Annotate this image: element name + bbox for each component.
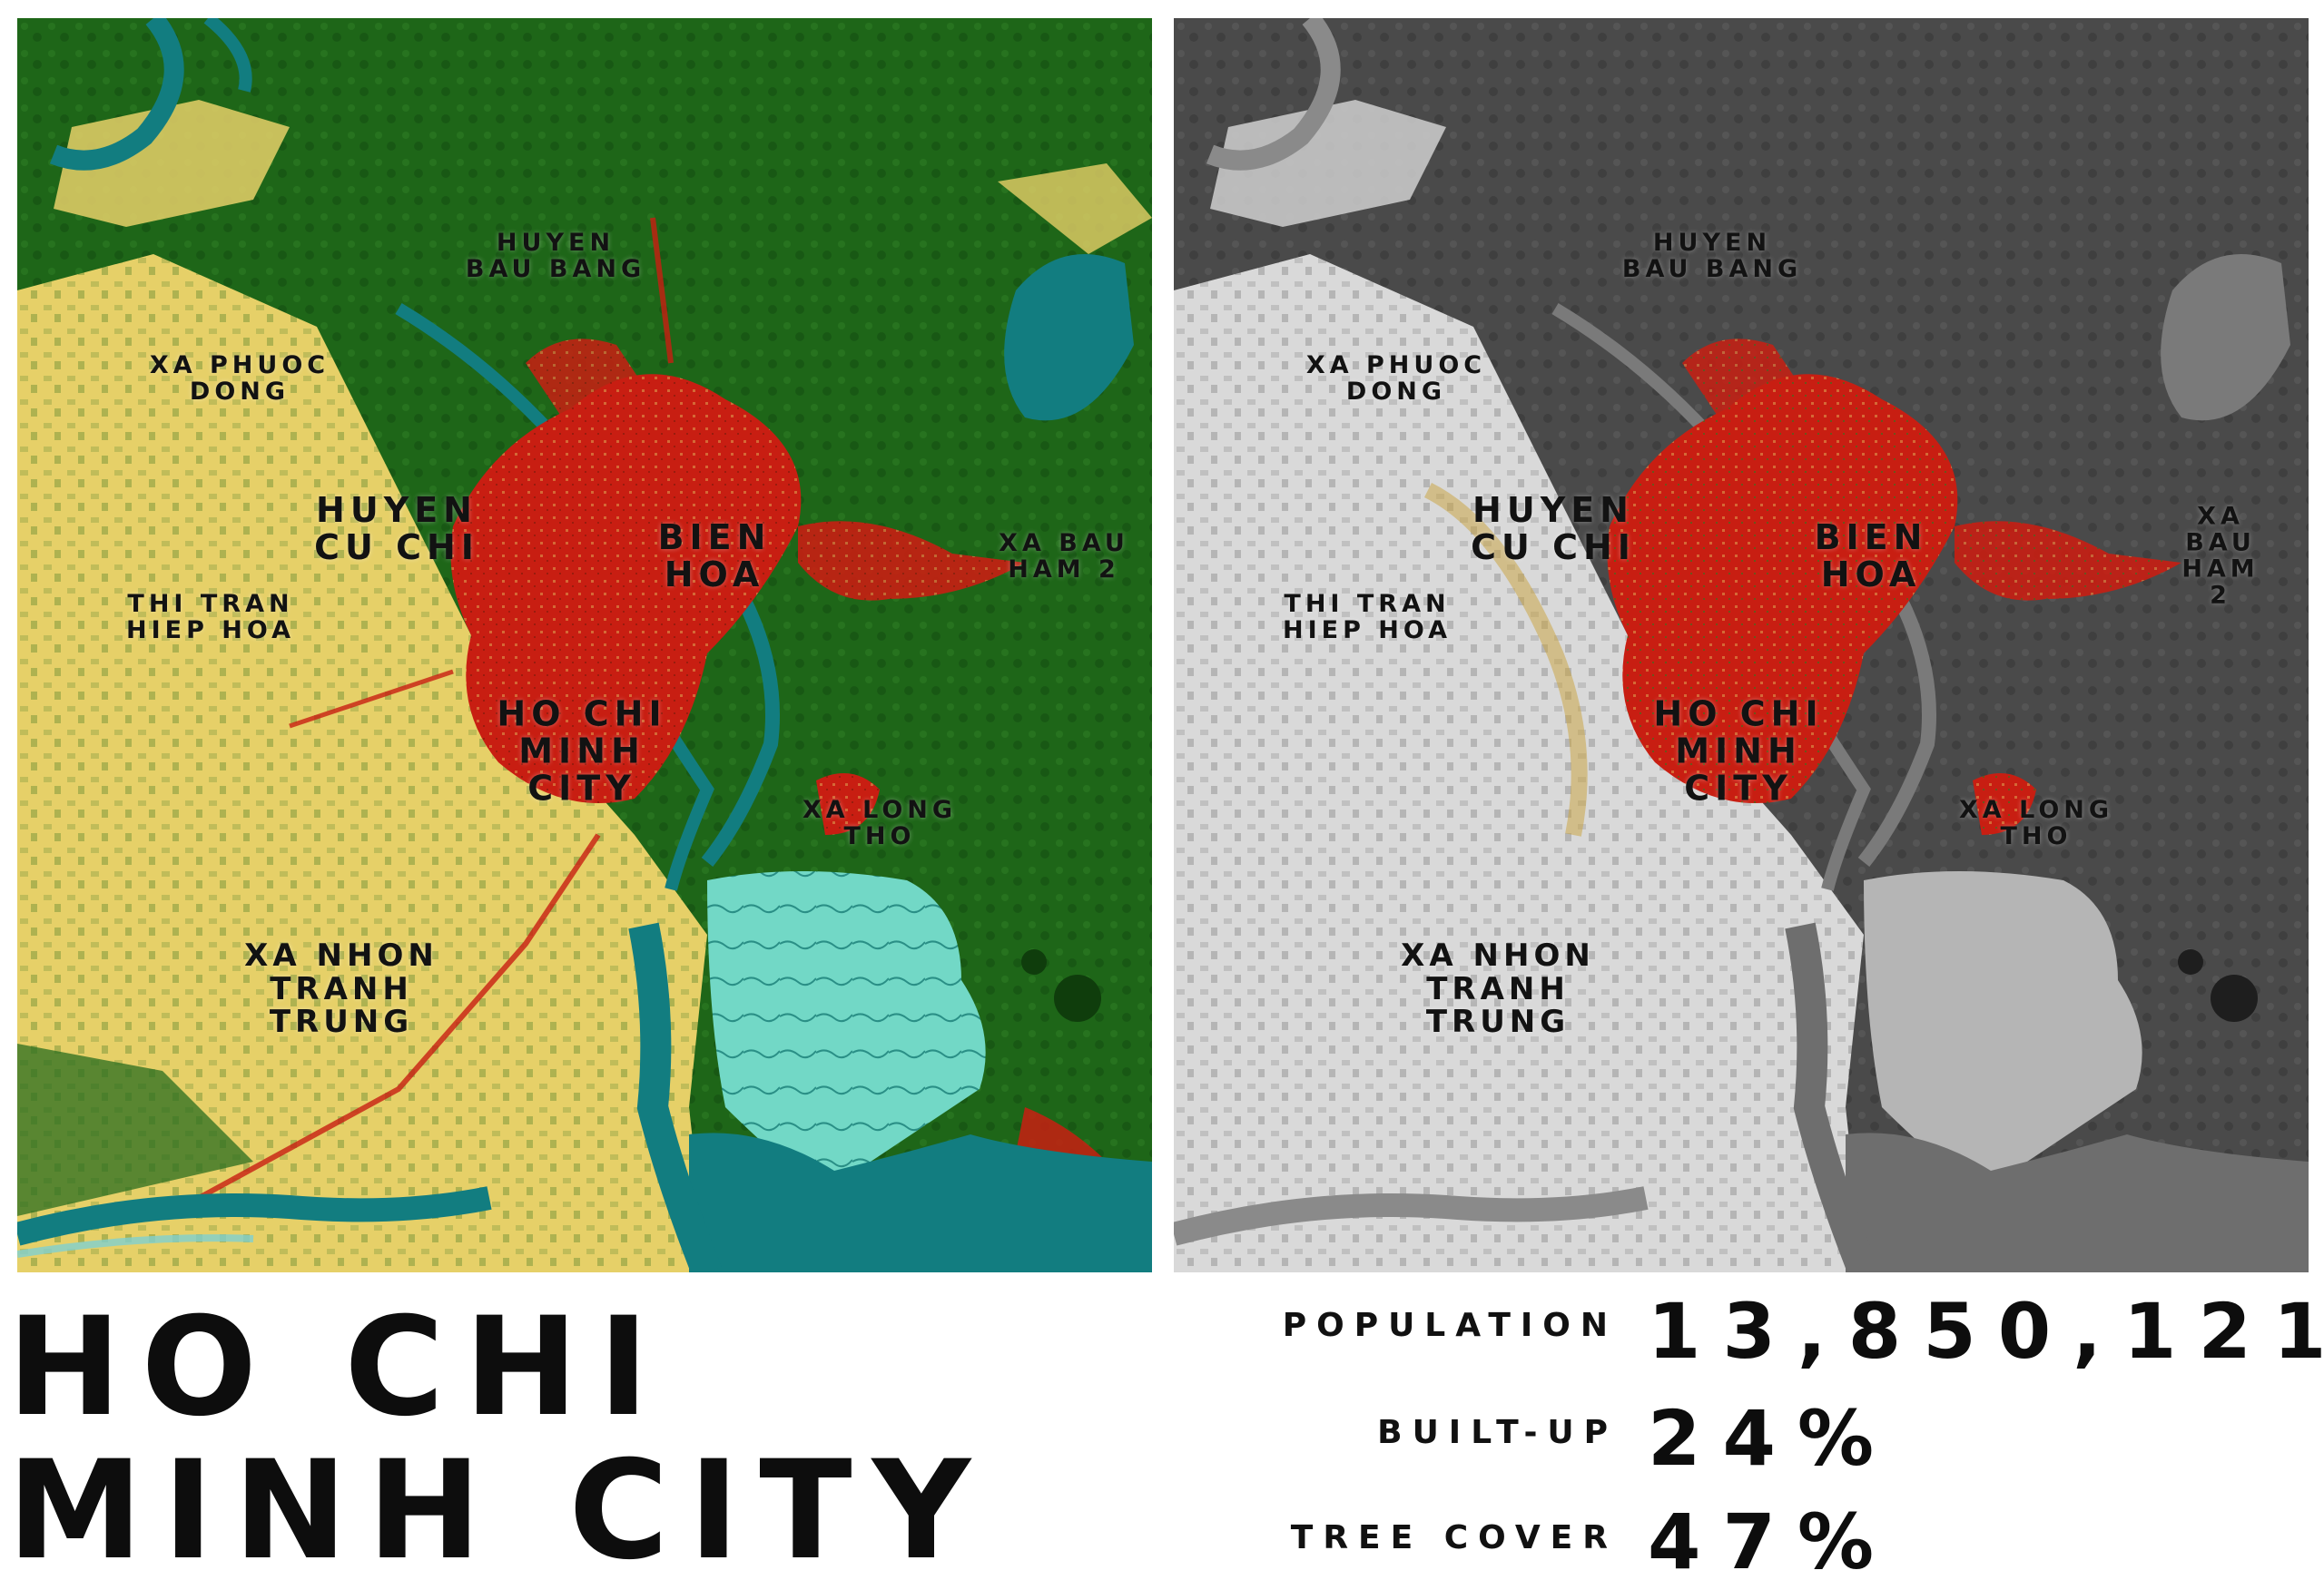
land-cover-map bbox=[17, 18, 1152, 1272]
place-label-bien-hoa-color: BIEN HOA bbox=[657, 516, 772, 594]
place-label-huyen-bau-bang-color: HUYEN BAU BANG bbox=[465, 228, 646, 283]
place-label-thi-tran-hiep-hoa-gray: THI TRAN HIEP HOA bbox=[1283, 589, 1452, 644]
place-label-huyen-cu-chi-gray: HUYEN CU CHI bbox=[1471, 489, 1636, 567]
built-up-map-graphic bbox=[1174, 18, 2309, 1272]
city-title: HO CHI MINH CITY bbox=[7, 1296, 1124, 1583]
place-label-xa-bau-ham-2-gray: XA BAU HAM 2 bbox=[2181, 502, 2260, 611]
place-label-xa-long-tho-gray: XA LONG THO bbox=[1958, 795, 2114, 850]
city-title-line1: HO CHI bbox=[7, 1289, 669, 1447]
place-label-ho-chi-minh-city-gray: HO CHI MINH CITY bbox=[1653, 693, 1824, 809]
place-label-huyen-bau-bang-gray: HUYEN BAU BANG bbox=[1621, 228, 1803, 283]
built-up-map bbox=[1174, 18, 2309, 1272]
land-cover-map-graphic bbox=[17, 18, 1152, 1272]
place-label-xa-bau-ham-2-color: XA BAU HAM 2 bbox=[999, 528, 1129, 584]
place-label-xa-long-tho-color: XA LONG THO bbox=[802, 795, 958, 850]
stat-value-population: 13,850,121 bbox=[1648, 1287, 2324, 1376]
place-label-ho-chi-minh-city-color: HO CHI MINH CITY bbox=[497, 693, 667, 809]
place-label-xa-phuoc-dong-color: XA PHUOC DONG bbox=[149, 350, 330, 406]
place-label-xa-nhon-tranh-trung-color: XA NHON TRANH TRUNG bbox=[244, 937, 438, 1041]
stat-label-tree-cover: TREE COVER bbox=[1290, 1519, 1618, 1556]
stat-label-built-up: BUILT-UP bbox=[1377, 1414, 1618, 1451]
place-label-xa-phuoc-dong-gray: XA PHUOC DONG bbox=[1305, 350, 1487, 406]
place-label-bien-hoa-gray: BIEN HOA bbox=[1814, 516, 1928, 594]
place-label-huyen-cu-chi-color: HUYEN CU CHI bbox=[314, 489, 479, 567]
stat-value-built-up: 24% bbox=[1648, 1394, 1896, 1483]
place-label-xa-nhon-tranh-trung-gray: XA NHON TRANH TRUNG bbox=[1401, 937, 1595, 1041]
city-title-line2: MINH CITY bbox=[7, 1432, 991, 1590]
place-label-thi-tran-hiep-hoa-color: THI TRAN HIEP HOA bbox=[126, 589, 295, 644]
stat-label-population: POPULATION bbox=[1282, 1307, 1618, 1344]
stat-value-tree-cover: 47% bbox=[1648, 1497, 1896, 1586]
